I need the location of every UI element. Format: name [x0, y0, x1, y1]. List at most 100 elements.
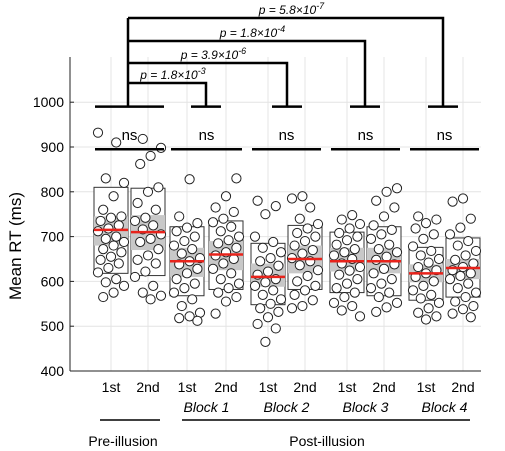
data-point	[92, 127, 104, 138]
data-point	[463, 235, 474, 247]
data-point	[352, 231, 363, 242]
data-point	[378, 263, 390, 274]
data-point	[116, 247, 127, 258]
data-point	[192, 315, 203, 326]
data-point	[220, 191, 232, 202]
data-point	[299, 285, 311, 296]
data-point	[103, 223, 114, 234]
data-point	[155, 142, 167, 153]
data-point	[460, 250, 471, 261]
data-point	[292, 227, 303, 239]
data-point	[226, 268, 237, 279]
data-point	[294, 260, 305, 271]
data-point	[108, 191, 119, 202]
data-point	[465, 268, 476, 279]
x-tick-label: 2nd	[451, 379, 474, 395]
data-point	[145, 150, 156, 162]
data-point	[189, 231, 200, 242]
data-point	[336, 214, 347, 225]
data-point	[148, 280, 159, 291]
data-point	[286, 303, 298, 314]
data-point	[334, 227, 345, 239]
data-point	[118, 177, 130, 188]
data-point	[257, 242, 268, 253]
data-point	[344, 223, 355, 234]
data-point	[179, 235, 190, 247]
data-point	[153, 244, 164, 255]
data-point	[132, 254, 143, 265]
data-point	[302, 223, 313, 234]
data-point	[113, 258, 124, 269]
data-point	[391, 297, 403, 309]
data-point	[368, 220, 379, 231]
data-point	[168, 240, 180, 251]
data-point	[174, 313, 185, 324]
data-point	[118, 280, 130, 291]
data-point	[457, 304, 469, 315]
data-point	[423, 303, 434, 314]
data-point	[226, 221, 237, 232]
data-point	[389, 202, 400, 213]
block-label: Block 2	[264, 399, 310, 415]
significance-bracket	[128, 16, 445, 107]
data-point	[192, 218, 203, 229]
data-point	[339, 247, 350, 258]
data-point	[468, 300, 479, 312]
data-point	[275, 247, 287, 258]
data-point	[302, 270, 313, 282]
data-point	[108, 240, 119, 251]
p-value-exponent: -3	[198, 66, 206, 76]
data-point	[171, 226, 182, 237]
data-point	[381, 186, 392, 197]
data-point	[452, 240, 463, 251]
data-point	[218, 213, 229, 224]
block-label: Block 4	[422, 399, 468, 415]
y-tick-label: 600	[41, 273, 65, 289]
data-point	[289, 240, 300, 251]
data-point	[470, 287, 482, 298]
data-point	[273, 260, 284, 271]
data-point	[347, 300, 358, 312]
data-point	[252, 195, 263, 206]
data-point	[137, 287, 148, 298]
data-point	[365, 233, 377, 244]
data-point	[220, 296, 232, 307]
block-label: Block 3	[343, 399, 389, 415]
data-point	[371, 195, 382, 206]
data-point	[275, 294, 287, 305]
p-value-label: p = 1.8×10-4	[219, 24, 285, 40]
y-tick-label: 700	[41, 229, 65, 245]
data-point	[420, 314, 432, 325]
data-point	[391, 183, 403, 194]
data-point	[450, 254, 461, 265]
ns-brackets: ns ns ns ns ns	[95, 127, 479, 151]
x-tick-label: 2nd	[293, 379, 316, 395]
data-point	[92, 267, 104, 278]
data-point	[428, 276, 439, 287]
data-point	[116, 211, 127, 222]
data-point	[192, 263, 203, 274]
data-point	[179, 283, 190, 294]
data-point	[376, 278, 387, 289]
data-point	[233, 278, 245, 289]
data-point	[328, 250, 340, 261]
data-point	[181, 222, 193, 233]
data-point	[413, 211, 424, 222]
data-point	[215, 274, 226, 285]
ns-label: ns	[199, 127, 215, 144]
data-point	[460, 291, 471, 303]
data-point	[270, 323, 281, 334]
data-point	[373, 291, 384, 303]
data-point	[260, 209, 271, 220]
data-point	[140, 266, 151, 277]
data-point	[386, 274, 397, 285]
data-point	[189, 278, 200, 289]
data-point	[339, 291, 350, 303]
y-tick-label: 800	[41, 184, 65, 200]
data-point	[142, 250, 154, 261]
data-point	[297, 300, 308, 312]
data-point	[463, 278, 474, 289]
data-point	[468, 258, 479, 269]
block-label: Block 1	[184, 399, 230, 415]
data-point	[184, 174, 195, 185]
